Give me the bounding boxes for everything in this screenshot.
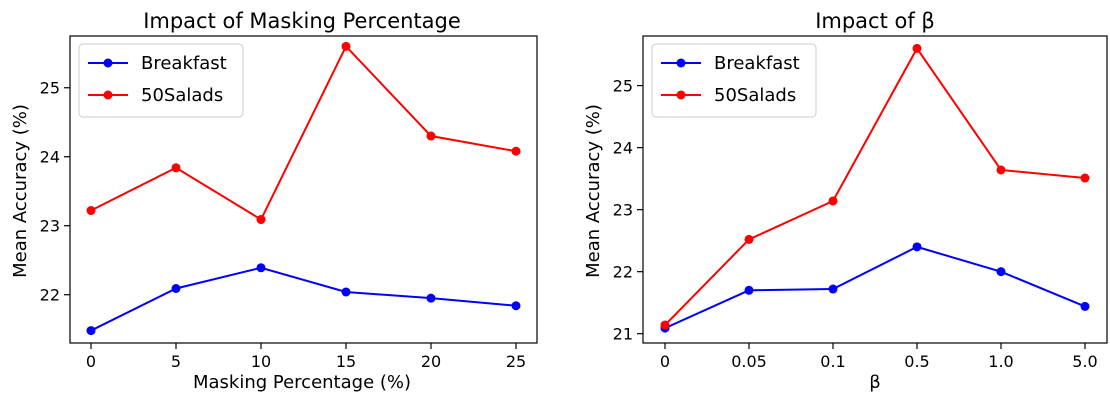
data-point xyxy=(1080,301,1090,311)
y-tick-label: 23 xyxy=(40,217,60,236)
data-point xyxy=(86,206,96,216)
plot-frame xyxy=(642,35,1108,344)
x-tick-label: 15 xyxy=(336,352,356,371)
legend-marker xyxy=(676,90,686,100)
x-tick-label: 1.0 xyxy=(988,352,1013,371)
data-point xyxy=(86,326,96,336)
data-point xyxy=(426,131,436,141)
y-tick-label: 25 xyxy=(613,77,633,96)
data-point xyxy=(341,287,351,297)
y-tick-label: 24 xyxy=(613,139,633,158)
y-tick-label: 24 xyxy=(40,148,60,167)
x-tick-label: 0.05 xyxy=(731,352,767,371)
y-axis-label: Mean Accuracy (%) xyxy=(583,104,604,278)
data-point xyxy=(744,285,754,295)
data-point xyxy=(828,284,838,294)
x-tick-label: 5.0 xyxy=(1072,352,1097,371)
x-tick-label: 5 xyxy=(171,352,181,371)
data-point xyxy=(341,41,351,51)
legend-marker xyxy=(103,90,113,100)
chart-title: Impact of Masking Percentage xyxy=(143,9,461,33)
data-point xyxy=(511,301,521,311)
x-tick-label: 25 xyxy=(506,352,526,371)
legend-item: Breakfast xyxy=(88,53,227,74)
legend-label: 50Salads xyxy=(141,85,223,106)
legend-item: Breakfast xyxy=(661,53,800,74)
x-tick-label: 10 xyxy=(251,352,271,371)
legend-label: 50Salads xyxy=(714,85,796,106)
legend-item: 50Salads xyxy=(88,85,223,106)
x-tick-label: 0.1 xyxy=(820,352,845,371)
y-tick-label: 25 xyxy=(40,79,60,98)
legend-label: Breakfast xyxy=(714,53,800,74)
x-axis-label: Masking Percentage (%) xyxy=(193,372,411,393)
legend: Breakfast 50Salads xyxy=(78,43,244,118)
series-line xyxy=(664,245,1086,330)
y-tick-label: 21 xyxy=(613,325,633,344)
legend-marker xyxy=(103,58,113,68)
data-point xyxy=(912,242,922,252)
x-tick-label: 20 xyxy=(421,352,441,371)
series-line xyxy=(90,266,517,332)
y-tick-label: 22 xyxy=(40,286,60,305)
data-point xyxy=(660,320,670,330)
chart-beta: Impact of β β Mean Accuracy (%) 21 22 23 24… xyxy=(583,9,1108,393)
y-axis-label: Mean Accuracy (%) xyxy=(10,104,31,278)
plot-frame xyxy=(69,35,538,344)
series-line xyxy=(664,46,1086,326)
series-breakfast xyxy=(86,263,521,336)
series-breakfast xyxy=(660,242,1090,333)
data-point xyxy=(171,283,181,293)
legend-item: 50Salads xyxy=(661,85,796,106)
legend: Breakfast 50Salads xyxy=(651,43,817,118)
y-tick-label: 22 xyxy=(613,263,633,282)
x-tick-label: 0 xyxy=(86,352,96,371)
data-point xyxy=(1080,173,1090,183)
data-point xyxy=(828,196,838,206)
legend-marker xyxy=(676,58,686,68)
series-50salads xyxy=(86,41,521,225)
chart-masking-percentage: Impact of Masking Percentage Masking Per… xyxy=(10,9,538,393)
data-point xyxy=(912,43,922,53)
series-line xyxy=(90,44,517,221)
series-50salads xyxy=(660,43,1090,330)
chart-title: Impact of β xyxy=(815,9,935,33)
data-point xyxy=(996,165,1006,175)
data-point xyxy=(744,234,754,244)
data-point xyxy=(256,215,266,225)
data-point xyxy=(171,163,181,173)
data-point xyxy=(511,146,521,156)
y-tick-label: 23 xyxy=(613,201,633,220)
data-point xyxy=(256,263,266,273)
legend-label: Breakfast xyxy=(141,53,227,74)
x-tick-label: 0.5 xyxy=(904,352,929,371)
data-point xyxy=(426,293,436,303)
data-point xyxy=(996,267,1006,277)
x-tick-label: 0 xyxy=(660,352,670,371)
x-axis-label: β xyxy=(869,372,881,393)
